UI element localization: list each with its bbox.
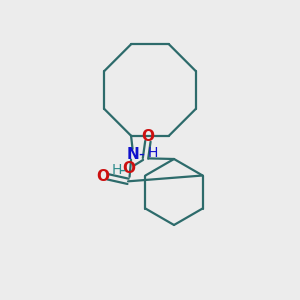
Text: N: N bbox=[126, 147, 139, 162]
Text: H: H bbox=[111, 163, 122, 177]
Text: O: O bbox=[96, 169, 109, 184]
Text: H: H bbox=[148, 146, 158, 161]
Text: O: O bbox=[141, 129, 154, 144]
Text: -: - bbox=[139, 145, 145, 163]
Text: O: O bbox=[122, 161, 136, 176]
Text: -: - bbox=[119, 160, 125, 178]
